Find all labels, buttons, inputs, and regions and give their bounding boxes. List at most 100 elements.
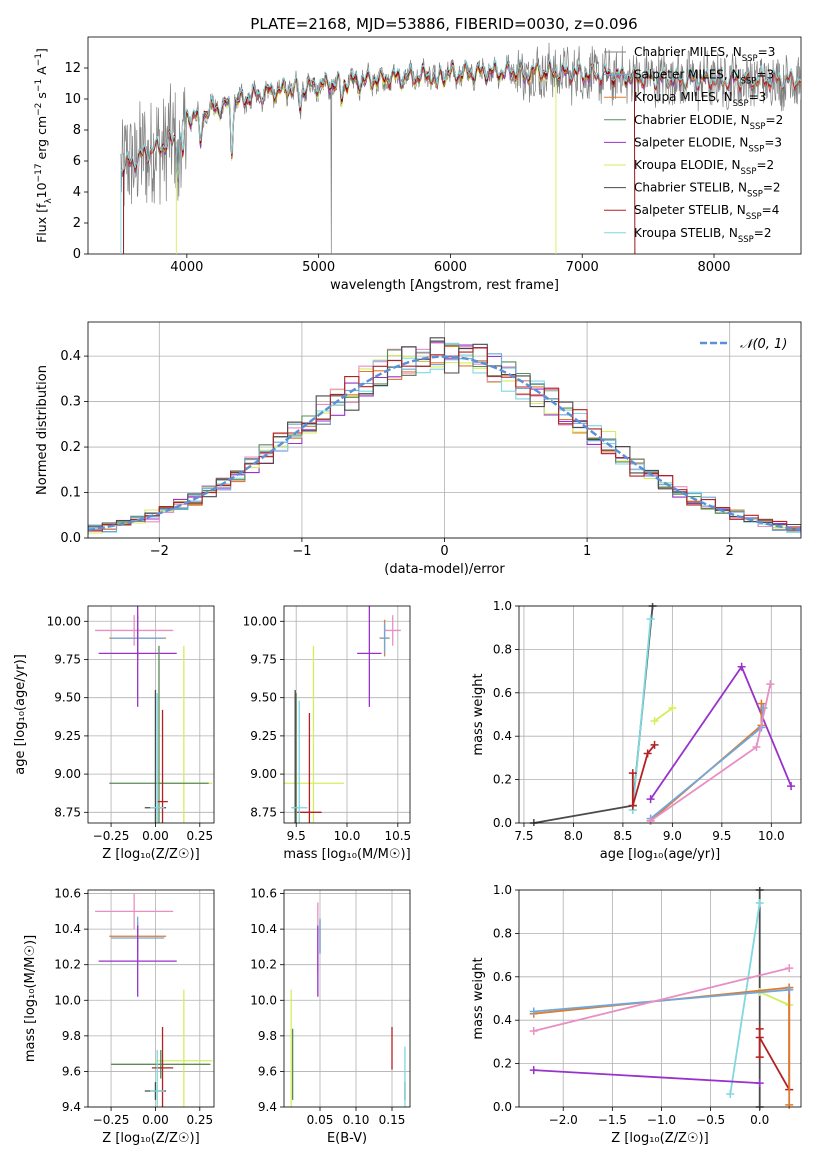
- spectrum-model-line: [175, 62, 557, 254]
- legend-label: Kroupa ELODIE, NSSP=2: [634, 158, 774, 177]
- mass-weight-marker: [737, 662, 746, 671]
- weight-vs-Z-xtick-label: −0.5: [696, 1113, 725, 1127]
- mass-weight-marker: [755, 1053, 764, 1062]
- age-vs-Z-points: [95, 606, 213, 823]
- weight-vs-Z-ytick-label: 0.0: [493, 1100, 512, 1114]
- mass-vs-Z-frame: [87, 889, 215, 1108]
- weight-vs-Z-xtick-label: −1.5: [598, 1113, 627, 1127]
- age-vs-mass-xtick-label: 9.5: [287, 829, 306, 843]
- mass-weight-marker: [650, 717, 659, 726]
- mass-weight-marker: [785, 964, 794, 973]
- age-vs-Z-ytick-label: 10.00: [47, 614, 81, 628]
- spectrum-ytick-label: 2: [73, 216, 81, 231]
- weight-vs-age-ytick-label: 1.0: [493, 599, 512, 613]
- spectrum-data-line: [120, 42, 801, 254]
- residuals-xlabel: (data-model)/error: [384, 562, 505, 577]
- mass-weight-marker: [646, 816, 655, 825]
- weight-vs-age-xlabel: age [log₁₀(age/yr)]: [600, 847, 721, 862]
- residuals-histograms: [88, 337, 801, 536]
- mass-weight-line: [631, 744, 656, 806]
- spectrum-lines: [120, 42, 801, 254]
- mass-weight-marker: [752, 743, 761, 752]
- spectrum-xlabel: wavelength [Angstrom, rest frame]: [330, 278, 559, 293]
- weight-vs-Z-series: [529, 887, 794, 1110]
- age-vs-mass-points: [284, 606, 401, 823]
- weight-vs-Z-ytick-label: 0.2: [493, 1057, 512, 1071]
- weight-vs-age-xtick-label: 8.5: [613, 829, 632, 843]
- age-vs-mass-ytick-label: 8.75: [250, 805, 277, 819]
- weight-vs-Z-xtick-label: 0.0: [750, 1113, 769, 1127]
- mass-weight-marker: [755, 899, 764, 908]
- mass-weight-line: [650, 707, 765, 820]
- mass-weight-marker: [668, 703, 677, 712]
- mass-vs-ebv-ytick-label: 10.0: [250, 993, 277, 1007]
- spectrum-legend: Chabrier MILES, NSSP=3 Salpeter MILES, NS…: [604, 45, 783, 245]
- mass-weight-marker: [529, 1007, 538, 1016]
- age-vs-mass-xlabel: mass [log₁₀(M/M☉)]: [283, 847, 410, 862]
- spectrum-ytick-label: 10: [64, 92, 81, 107]
- spectrum-ytick-label: 12: [64, 61, 81, 76]
- mass-weight-marker: [755, 1024, 764, 1033]
- mass-weight-marker: [643, 749, 652, 758]
- weight-vs-age-ytick-label: 0.2: [493, 773, 512, 787]
- weight-vs-age-xtick-label: 7.5: [514, 829, 533, 843]
- weight-vs-age-ytick-label: 0.4: [493, 729, 512, 743]
- weight-vs-Z-xlabel: Z [log₁₀(Z/Z☉)]: [611, 1131, 708, 1146]
- residuals-xtick-label: 2: [726, 544, 734, 559]
- legend-label: Kroupa STELIB, NSSP=2: [634, 226, 772, 245]
- weight-vs-Z-ytick-label: 0.8: [493, 926, 512, 940]
- mass-weight-line: [533, 967, 790, 1032]
- mass-vs-Z-ytick-label: 9.8: [62, 1029, 81, 1043]
- weight-vs-age-xtick-label: 9.5: [712, 829, 731, 843]
- weight-vs-Z-ytick-label: 1.0: [493, 883, 512, 897]
- legend-label: Chabrier MILES, NSSP=3: [634, 45, 775, 64]
- mass-weight-line: [729, 902, 761, 1095]
- mass-weight-marker: [755, 1033, 764, 1042]
- mass-vs-Z-ytick-label: 9.6: [62, 1064, 81, 1078]
- age-vs-mass-frame: [283, 605, 411, 824]
- residuals-xtick-label: −2: [150, 544, 169, 559]
- mass-weight-marker: [628, 801, 637, 810]
- mass-vs-ebv-xlabel: E(B-V): [327, 1131, 367, 1146]
- weight-vs-Z-ylabel: mass weight: [471, 957, 486, 1039]
- weight-vs-Z-xtick-label: −1.0: [647, 1113, 676, 1127]
- weight-vs-Z-frame: [518, 889, 802, 1108]
- spectrum-xtick-label: 6000: [434, 260, 467, 275]
- legend-label: Kroupa MILES, NSSP=3: [634, 90, 766, 109]
- mass-vs-Z-ytick-label: 9.4: [62, 1100, 81, 1114]
- mass-weight-marker: [726, 1089, 735, 1098]
- mass-weight-line: [533, 1069, 760, 1084]
- age-vs-mass-ytick-label: 10.00: [243, 614, 277, 628]
- spectrum-model-line: [123, 59, 636, 254]
- mass-vs-Z-ytick-label: 10.4: [54, 922, 81, 936]
- weight-vs-age-xtick-label: 10.0: [758, 829, 785, 843]
- age-vs-Z-ytick-label: 9.75: [54, 652, 81, 666]
- weight-vs-age-ytick-label: 0.6: [493, 686, 512, 700]
- mass-vs-Z-xtick-label: 0.25: [186, 1113, 213, 1127]
- figure-title: PLATE=2168, MJD=53886, FIBERID=0030, z=0…: [250, 15, 637, 33]
- residuals-frame: [87, 321, 802, 539]
- mass-weight-marker: [755, 1079, 764, 1088]
- residuals-xtick-label: 1: [583, 544, 591, 559]
- spectrum-xtick-label: 4000: [170, 260, 203, 275]
- weight-vs-age-ytick-label: 0.0: [493, 816, 512, 830]
- age-vs-mass-ytick-label: 9.50: [250, 691, 277, 705]
- age-vs-Z-ytick-label: 9.00: [54, 767, 81, 781]
- mass-vs-ebv-ytick-label: 10.4: [250, 922, 277, 936]
- age-vs-Z-xlabel: Z [log₁₀(Z/Z☉)]: [102, 847, 199, 862]
- mass-vs-Z-ytick-label: 10.0: [54, 993, 81, 1007]
- mass-vs-ebv-frame: [283, 889, 411, 1108]
- mass-weight-marker: [759, 703, 768, 712]
- mass-vs-ebv-ytick-label: 9.4: [258, 1100, 277, 1114]
- mass-weight-marker: [650, 740, 659, 749]
- weight-vs-age-frame: [518, 605, 802, 824]
- residuals-ytick-label: 0.4: [60, 349, 81, 364]
- plot-layer: 4000 5000 6000 7000 8000024681012wavelength …: [13, 36, 802, 1146]
- legend-label: Chabrier ELODIE, NSSP=2: [634, 113, 783, 132]
- legend-label: Salpeter ELODIE, NSSP=3: [634, 135, 782, 154]
- residuals-ylabel: Normed distribution: [35, 365, 50, 495]
- weight-vs-age-xtick-label: 8.0: [564, 829, 583, 843]
- residuals-legend-label: 𝒩(0, 1): [740, 337, 787, 352]
- age-vs-mass-ytick-label: 9.25: [250, 729, 277, 743]
